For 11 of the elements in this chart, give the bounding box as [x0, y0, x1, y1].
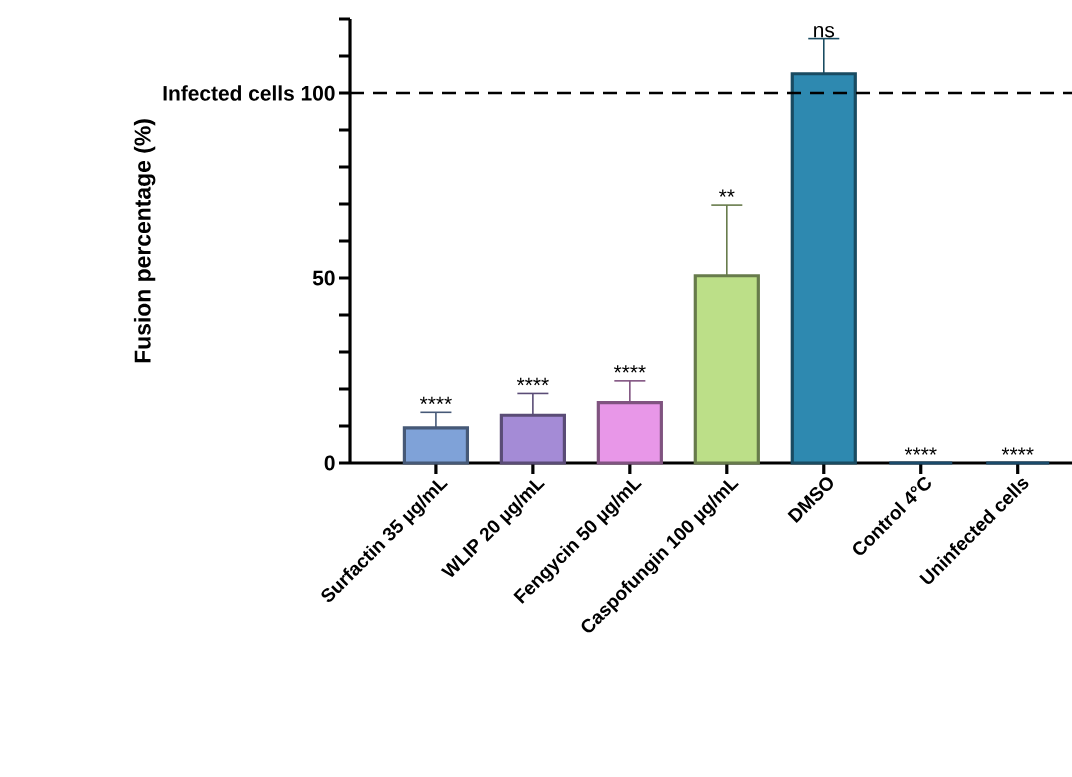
annotation: **** [419, 396, 452, 405]
annotation: ** [719, 189, 735, 197]
y-tick-label: Infected cells 100 [163, 85, 335, 101]
y-axis-title: Fusion percentage (%) [133, 119, 156, 363]
annotation: ns [814, 25, 835, 38]
annotation: **** [613, 365, 646, 373]
annotation: **** [904, 447, 937, 455]
y-tick-label: 50 [312, 270, 335, 286]
annotation: **** [516, 377, 549, 386]
y-tick-label: 0 [324, 455, 335, 471]
annotation: **** [1001, 447, 1034, 455]
